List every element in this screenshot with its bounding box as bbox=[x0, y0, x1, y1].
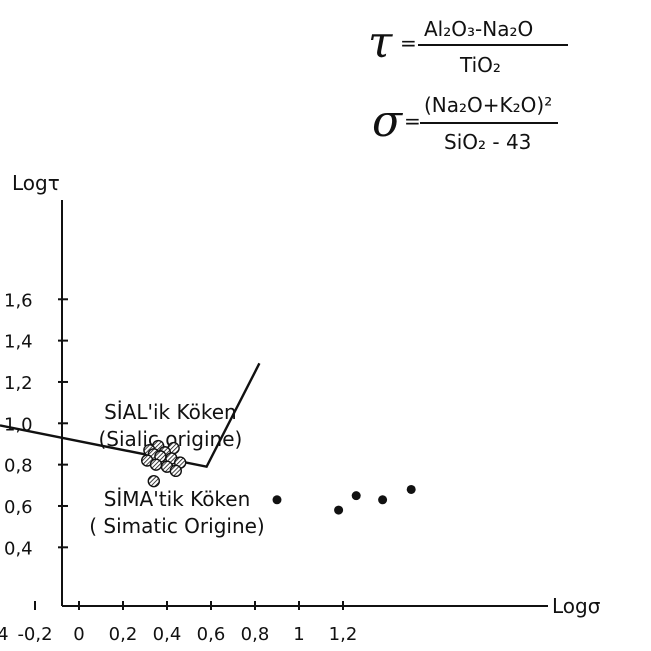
data-points bbox=[140, 439, 416, 515]
x-tick-label: 1 bbox=[293, 624, 304, 645]
svg-text:=: = bbox=[404, 109, 421, 133]
y-tick-label: 1,2 bbox=[4, 373, 33, 394]
y-tick-label: 0,4 bbox=[4, 538, 33, 559]
formula-tau: τ = Al₂O₃-Na₂O TiO₂ bbox=[368, 17, 568, 77]
data-point-solid bbox=[351, 491, 361, 501]
region-label-2-translation: ( Simatic Origine) bbox=[89, 514, 264, 538]
x-axis-label: Logσ bbox=[552, 594, 601, 618]
sigma-symbol: σ bbox=[372, 96, 404, 147]
y-tick-label: 1,6 bbox=[4, 290, 33, 311]
x-tick-label: 0,4 bbox=[153, 624, 182, 645]
x-tick-label: 0,6 bbox=[197, 624, 226, 645]
y-tick-label: 0,8 bbox=[4, 456, 33, 477]
tau-denominator: TiO₂ bbox=[459, 53, 501, 77]
data-point-hatched bbox=[147, 474, 161, 488]
sigma-numerator: (Na₂O+K₂O)² bbox=[424, 93, 552, 117]
axes: Logτ Logσ bbox=[12, 171, 601, 618]
svg-text:=: = bbox=[400, 31, 417, 55]
y-axis-label: Logτ bbox=[12, 171, 60, 195]
x-tick-label: 0,2 bbox=[109, 624, 138, 645]
data-point-solid bbox=[272, 495, 282, 505]
boundary-line bbox=[0, 362, 261, 469]
data-point-solid bbox=[378, 495, 388, 505]
y-tick-label: 0,6 bbox=[4, 497, 33, 518]
data-point-hatched bbox=[169, 464, 183, 478]
data-point-solid bbox=[406, 484, 416, 494]
y-tick-label: 1,4 bbox=[4, 332, 33, 353]
tau-numerator: Al₂O₃-Na₂O bbox=[424, 17, 533, 41]
formula-sigma: σ = (Na₂O+K₂O)² SiO₂ - 43 bbox=[372, 93, 558, 154]
data-point-hatched bbox=[149, 458, 163, 471]
region-label-2-name: SİMA'tik Köken bbox=[104, 487, 251, 511]
tau-symbol: τ bbox=[368, 17, 393, 68]
region-label-1-name: SİAL'ik Köken bbox=[104, 400, 237, 424]
x-tick-label: -0,4 bbox=[0, 624, 9, 645]
x-tick-label: 0 bbox=[73, 624, 84, 645]
x-tick-label: -0,2 bbox=[17, 624, 52, 645]
x-tick-label: 0,8 bbox=[241, 624, 270, 645]
tick-labels: 0,40,60,81,01,21,41,6-0,4-0,200,20,40,60… bbox=[0, 290, 357, 645]
sigma-denominator: SiO₂ - 43 bbox=[444, 130, 531, 154]
boundary-layer bbox=[0, 362, 261, 469]
data-point-solid bbox=[334, 505, 344, 515]
tick-marks bbox=[34, 298, 344, 610]
x-tick-label: 1,2 bbox=[329, 624, 358, 645]
